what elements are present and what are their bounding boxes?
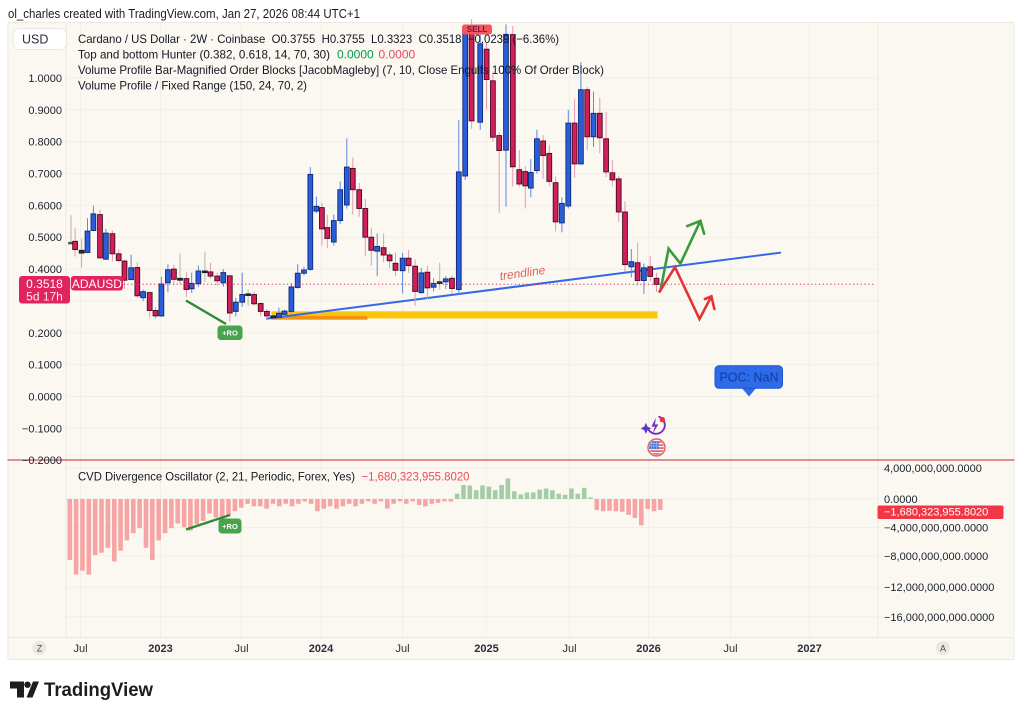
svg-text:Jul: Jul	[234, 643, 248, 655]
svg-text:SELL: SELL	[467, 25, 488, 34]
svg-text:Top and bottom Hunter (0.382,: Top and bottom Hunter (0.382, 0.618, 14,…	[78, 48, 330, 62]
svg-text:Jul: Jul	[73, 643, 87, 655]
svg-text:Jul: Jul	[562, 643, 576, 655]
svg-text:0.6000: 0.6000	[28, 200, 62, 212]
svg-text:5d 17h: 5d 17h	[26, 290, 63, 304]
svg-text:2023: 2023	[148, 643, 172, 655]
svg-text:4,000,000,000.0000: 4,000,000,000.0000	[884, 463, 982, 475]
svg-text:0.9000: 0.9000	[28, 105, 62, 117]
svg-text:2024: 2024	[309, 643, 334, 655]
svg-text:2025: 2025	[474, 643, 498, 655]
svg-text:2026: 2026	[636, 643, 660, 655]
svg-text:−1,680,323,955.8020: −1,680,323,955.8020	[362, 470, 470, 484]
svg-text:0.5000: 0.5000	[28, 232, 62, 244]
svg-text:ADAUSD: ADAUSD	[72, 277, 122, 291]
svg-text:0.8000: 0.8000	[28, 137, 62, 149]
svg-text:POC: NaN: POC: NaN	[719, 371, 778, 385]
svg-text:A: A	[940, 644, 946, 654]
svg-text:0.3518: 0.3518	[26, 277, 63, 291]
svg-text:0.0000: 0.0000	[884, 494, 918, 506]
svg-text:Z: Z	[37, 644, 43, 654]
svg-text:1.0000: 1.0000	[28, 73, 62, 85]
svg-text:ol_charles created with Tradin: ol_charles created with TradingView.com,…	[8, 7, 360, 21]
svg-text:0.4000: 0.4000	[28, 264, 62, 276]
svg-text:−16,000,000,000.0000: −16,000,000,000.0000	[884, 612, 994, 624]
svg-text:−1,680,323,955.8020: −1,680,323,955.8020	[884, 507, 988, 519]
svg-text:TradingView: TradingView	[44, 679, 154, 701]
svg-text:0.2000: 0.2000	[28, 328, 62, 340]
svg-text:−8,000,000,000.0000: −8,000,000,000.0000	[884, 551, 988, 563]
svg-text:Jul: Jul	[395, 643, 409, 655]
svg-text:2027: 2027	[797, 643, 821, 655]
svg-text:+RO: +RO	[222, 522, 238, 531]
svg-text:0.0000: 0.0000	[337, 48, 374, 62]
svg-text:−0.1000: −0.1000	[22, 423, 62, 435]
svg-text:CVD Divergence Oscillator (2,: CVD Divergence Oscillator (2, 21, Period…	[78, 470, 355, 484]
svg-text:USD: USD	[22, 33, 48, 47]
svg-text:−12,000,000,000.0000: −12,000,000,000.0000	[884, 582, 994, 594]
svg-text:−4,000,000,000.0000: −4,000,000,000.0000	[884, 522, 988, 534]
svg-text:+RO: +RO	[222, 329, 238, 338]
svg-text:Volume Profile Bar-Magnified O: Volume Profile Bar-Magnified Order Block…	[78, 63, 604, 77]
svg-text:0.0000: 0.0000	[379, 48, 416, 62]
svg-text:trendline: trendline	[499, 263, 547, 283]
svg-text:0.1000: 0.1000	[28, 360, 62, 372]
svg-text:0.7000: 0.7000	[28, 169, 62, 181]
svg-text:0.0000: 0.0000	[28, 392, 62, 404]
svg-text:Volume Profile / Fixed Range (: Volume Profile / Fixed Range (150, 24, 7…	[78, 79, 307, 93]
svg-text:Cardano / US Dollar · 2W · Coi: Cardano / US Dollar · 2W · Coinbase O0.3…	[78, 32, 559, 46]
svg-text:Jul: Jul	[723, 643, 737, 655]
svg-text:−0.2000: −0.2000	[22, 455, 62, 467]
